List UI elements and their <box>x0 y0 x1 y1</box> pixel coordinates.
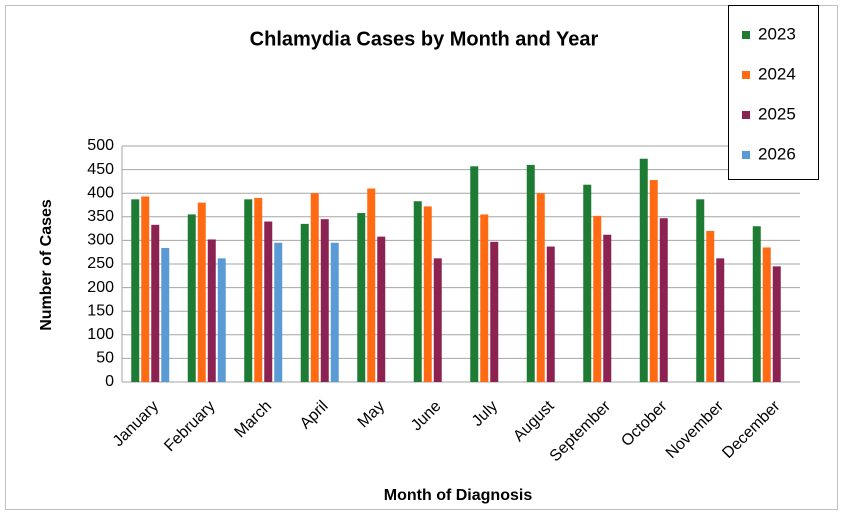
legend-label: 2025 <box>758 104 796 123</box>
legend-label: 2024 <box>758 64 796 83</box>
bar <box>433 258 442 382</box>
y-tick-label: 200 <box>87 279 114 296</box>
bar <box>659 218 668 382</box>
bar <box>490 241 499 382</box>
bar <box>330 242 339 382</box>
legend-swatch <box>742 151 750 159</box>
y-tick-label: 0 <box>105 373 114 390</box>
legend-swatch <box>742 31 750 39</box>
chart-title: Chlamydia Cases by Month and Year <box>250 28 599 50</box>
bar <box>141 196 150 382</box>
bar <box>310 193 319 382</box>
bar <box>762 247 771 382</box>
y-axis-label: Number of Cases <box>38 199 55 331</box>
bar <box>716 258 725 382</box>
bar <box>752 226 761 382</box>
y-tick-label: 350 <box>87 208 114 225</box>
y-tick-label: 300 <box>87 232 114 249</box>
y-tick-label: 150 <box>87 302 114 319</box>
bar <box>546 246 555 382</box>
bar <box>649 179 658 382</box>
y-tick-label: 50 <box>96 350 114 367</box>
bar <box>207 239 216 382</box>
bar <box>526 164 535 382</box>
bar <box>151 224 160 382</box>
legend-label: 2026 <box>758 144 796 163</box>
bar <box>706 230 715 382</box>
bar <box>593 215 602 382</box>
bar <box>423 206 432 382</box>
legend-swatch <box>742 111 750 119</box>
bar <box>357 213 366 382</box>
bar <box>536 193 545 382</box>
bar <box>300 223 309 382</box>
y-tick-label: 400 <box>87 184 114 201</box>
legend-swatch <box>742 71 750 79</box>
bar <box>639 158 648 382</box>
bar <box>161 247 170 382</box>
x-axis-label: Month of Diagnosis <box>384 487 533 504</box>
bar <box>470 166 479 382</box>
bar <box>377 236 386 382</box>
y-tick-label: 250 <box>87 255 114 272</box>
bar <box>131 199 140 382</box>
bar <box>603 234 612 382</box>
y-tick-label: 500 <box>87 137 114 154</box>
bar <box>274 242 283 382</box>
bar <box>772 266 781 382</box>
y-tick-label: 100 <box>87 326 114 343</box>
bar <box>264 221 273 382</box>
bar <box>583 184 592 382</box>
y-tick-label: 450 <box>87 161 114 178</box>
bar <box>367 188 376 382</box>
bar <box>254 197 263 382</box>
bar <box>320 219 329 382</box>
bar <box>480 214 489 382</box>
bar <box>244 199 253 382</box>
bar <box>217 258 226 382</box>
legend-label: 2023 <box>758 24 796 43</box>
bar <box>413 201 422 382</box>
bar <box>187 214 196 382</box>
bar <box>197 202 206 382</box>
bar <box>696 199 705 382</box>
